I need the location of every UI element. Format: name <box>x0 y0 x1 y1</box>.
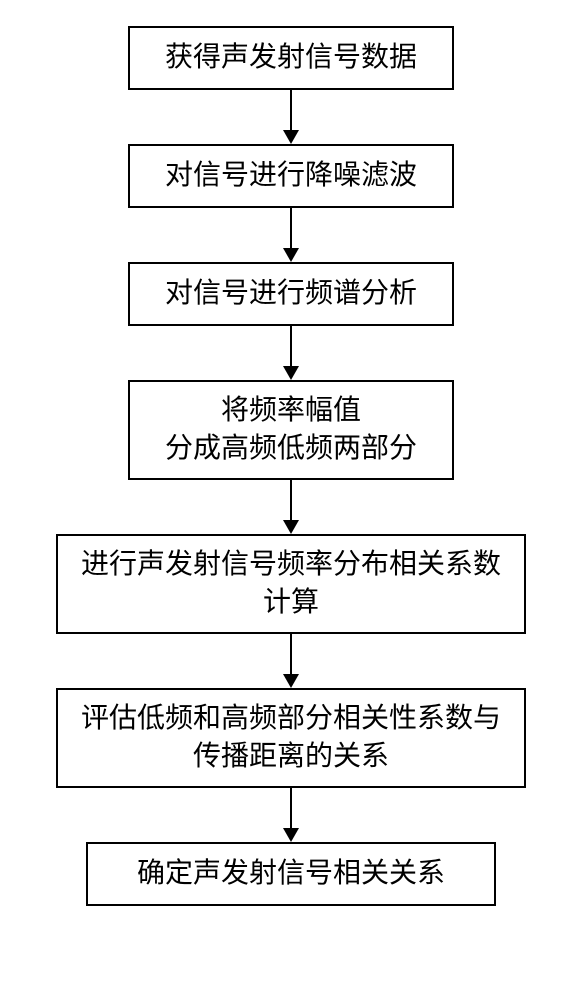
flow-arrow-2 <box>281 208 301 262</box>
arrow-shaft <box>290 90 292 130</box>
arrow-shaft <box>290 788 292 828</box>
flow-arrow-3 <box>281 326 301 380</box>
flow-node-label: 对信号进行降噪滤波 <box>165 157 417 195</box>
arrow-shaft <box>290 634 292 674</box>
flow-node-5: 进行声发射信号频率分布相关系数计算 <box>56 534 526 634</box>
flow-node-7: 确定声发射信号相关关系 <box>86 842 496 906</box>
flow-node-label: 获得声发射信号数据 <box>165 39 417 77</box>
flow-node-label: 将频率幅值 分成高频低频两部分 <box>165 392 417 468</box>
arrow-head-icon <box>283 828 299 842</box>
flow-node-label: 评估低频和高频部分相关性系数与传播距离的关系 <box>68 700 514 776</box>
arrow-head-icon <box>283 130 299 144</box>
flow-arrow-1 <box>281 90 301 144</box>
flow-node-label: 确定声发射信号相关关系 <box>137 855 445 893</box>
flow-node-6: 评估低频和高频部分相关性系数与传播距离的关系 <box>56 688 526 788</box>
flow-arrow-6 <box>281 788 301 842</box>
flow-arrow-4 <box>281 480 301 534</box>
flow-node-3: 对信号进行频谱分析 <box>128 262 454 326</box>
flow-node-1: 获得声发射信号数据 <box>128 26 454 90</box>
flow-node-label: 进行声发射信号频率分布相关系数计算 <box>68 546 514 622</box>
arrow-head-icon <box>283 520 299 534</box>
flow-arrow-5 <box>281 634 301 688</box>
arrow-head-icon <box>283 674 299 688</box>
flow-node-label: 对信号进行频谱分析 <box>165 275 417 313</box>
arrow-shaft <box>290 480 292 520</box>
flow-node-4: 将频率幅值 分成高频低频两部分 <box>128 380 454 480</box>
flowchart-container: 获得声发射信号数据对信号进行降噪滤波对信号进行频谱分析将频率幅值 分成高频低频两… <box>0 0 582 1000</box>
arrow-shaft <box>290 208 292 248</box>
arrow-head-icon <box>283 248 299 262</box>
arrow-head-icon <box>283 366 299 380</box>
arrow-shaft <box>290 326 292 366</box>
flow-node-2: 对信号进行降噪滤波 <box>128 144 454 208</box>
